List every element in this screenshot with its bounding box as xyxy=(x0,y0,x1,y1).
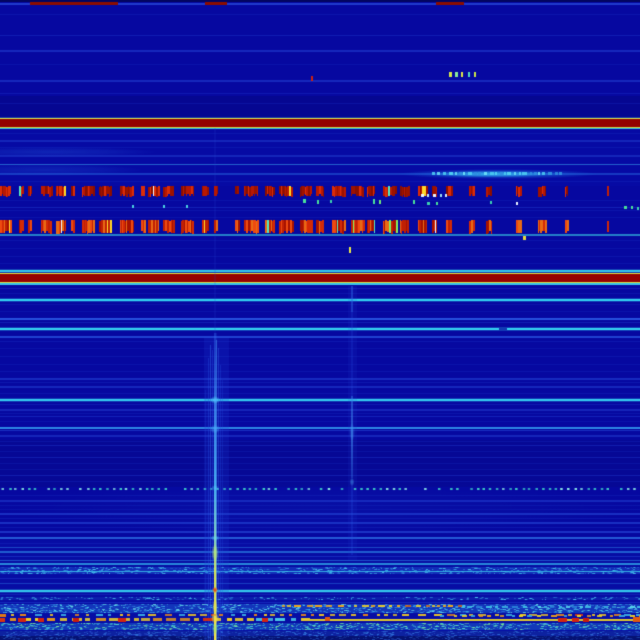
spectrogram-view xyxy=(0,0,640,640)
spectrogram-heatmap-canvas xyxy=(0,0,640,640)
